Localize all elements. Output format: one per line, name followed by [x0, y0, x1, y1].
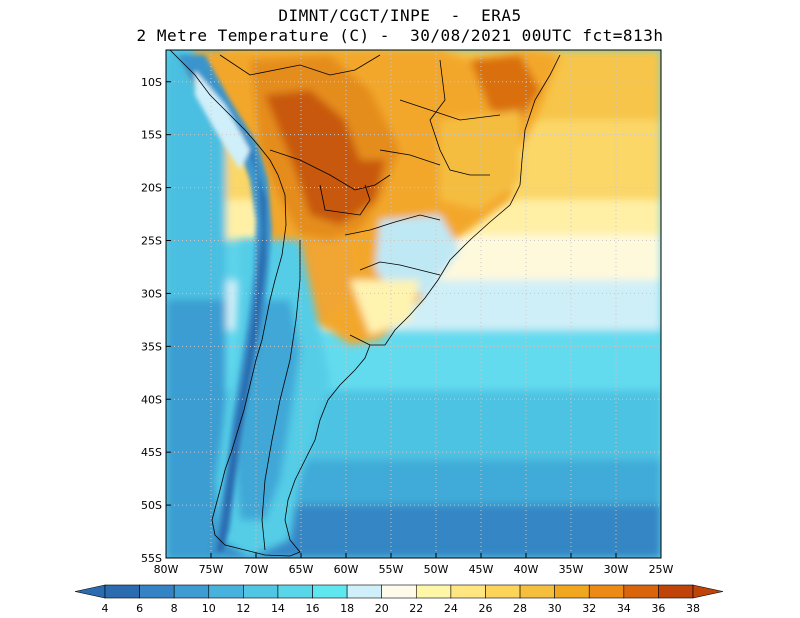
- map-title-variable: 2 Metre Temperature (C) - 30/08/2021 00U…: [136, 26, 664, 45]
- lon-tick-label: 40W: [514, 563, 539, 576]
- lat-tick-label: 25S: [141, 235, 162, 248]
- colorbar-label: 10: [202, 602, 216, 615]
- lon-tick-label: 25W: [649, 563, 674, 576]
- lat-tick-label: 35S: [141, 340, 162, 353]
- colorbar-label: 26: [478, 602, 492, 615]
- colorbar-label: 38: [686, 602, 700, 615]
- colorbar-swatch: [243, 584, 279, 599]
- map-frame: [165, 49, 662, 559]
- colorbar-swatch: [346, 584, 383, 599]
- latitude-axis: 10S 15S 20S 25S 30S 35S 40S 45S 50S 55S: [141, 76, 171, 565]
- colorbar-label: 4: [102, 602, 109, 615]
- colorbar-swatch: [208, 584, 244, 599]
- temperature-field: [166, 50, 661, 558]
- colorbar-arrow-high: [692, 584, 724, 599]
- colorbar-swatch: [623, 584, 659, 599]
- colorbar-swatch: [519, 584, 555, 599]
- colorbar-label: 14: [271, 602, 285, 615]
- lat-tick-label: 45S: [141, 446, 162, 459]
- longitude-axis: 80W 75W 70W 65W 60W 55W 50W 45W 40W 35W 30W 25W: [154, 553, 674, 576]
- colorbar-label: 28: [513, 602, 527, 615]
- colorbar-label: 22: [409, 602, 423, 615]
- colorbar-swatch: [415, 584, 452, 599]
- colorbar-swatch: [104, 584, 140, 599]
- lat-tick-label: 10S: [141, 76, 162, 89]
- colorbar-swatch: [173, 584, 210, 599]
- lon-tick-label: 75W: [199, 563, 224, 576]
- colorbar-label: 8: [171, 602, 178, 615]
- colorbar-swatch: [450, 584, 486, 599]
- colorbar-swatch: [139, 584, 175, 599]
- colorbar-swatch: [277, 584, 313, 599]
- colorbar-label: 32: [582, 602, 596, 615]
- colorbar-swatch: [588, 584, 625, 599]
- colorbar-swatch: [381, 584, 417, 599]
- colorbar-swatch: [485, 584, 521, 599]
- lon-tick-label: 45W: [469, 563, 494, 576]
- lon-tick-label: 60W: [334, 563, 359, 576]
- colorbar-label: 6: [136, 602, 143, 615]
- lat-tick-label: 55S: [141, 552, 162, 565]
- colorbar-label: 34: [617, 602, 631, 615]
- colorbar-label: 30: [548, 602, 562, 615]
- map-title-source: DIMNT/CGCT/INPE - ERA5: [278, 6, 522, 25]
- colorbar-arrow-low: [74, 584, 106, 599]
- colorbar-label: 36: [651, 602, 665, 615]
- colorbar-swatch: [312, 584, 348, 599]
- lon-tick-label: 35W: [559, 563, 584, 576]
- lat-tick-label: 40S: [141, 393, 162, 406]
- lon-tick-label: 80W: [154, 563, 179, 576]
- lat-tick-label: 30S: [141, 287, 162, 300]
- colorbar-label: 24: [444, 602, 458, 615]
- lat-tick-label: 20S: [141, 182, 162, 195]
- lon-tick-label: 30W: [604, 563, 629, 576]
- map-gridlines: [166, 50, 661, 558]
- colorbar-label: 18: [340, 602, 354, 615]
- lon-tick-label: 70W: [244, 563, 269, 576]
- lat-tick-label: 15S: [141, 129, 162, 142]
- colorbar-label: 12: [236, 602, 250, 615]
- colorbar: 4 6 8 10 12 14 16 18 20 22 24 26 28 30 32 34 36 38: [74, 584, 724, 615]
- colorbar-swatch: [554, 584, 590, 599]
- lon-tick-label: 65W: [289, 563, 314, 576]
- lon-tick-label: 50W: [424, 563, 449, 576]
- colorbar-swatch: [658, 584, 694, 599]
- coastlines-borders: [169, 50, 561, 557]
- lat-tick-label: 50S: [141, 499, 162, 512]
- colorbar-label: 20: [375, 602, 389, 615]
- colorbar-label: 16: [306, 602, 320, 615]
- lon-tick-label: 55W: [379, 563, 404, 576]
